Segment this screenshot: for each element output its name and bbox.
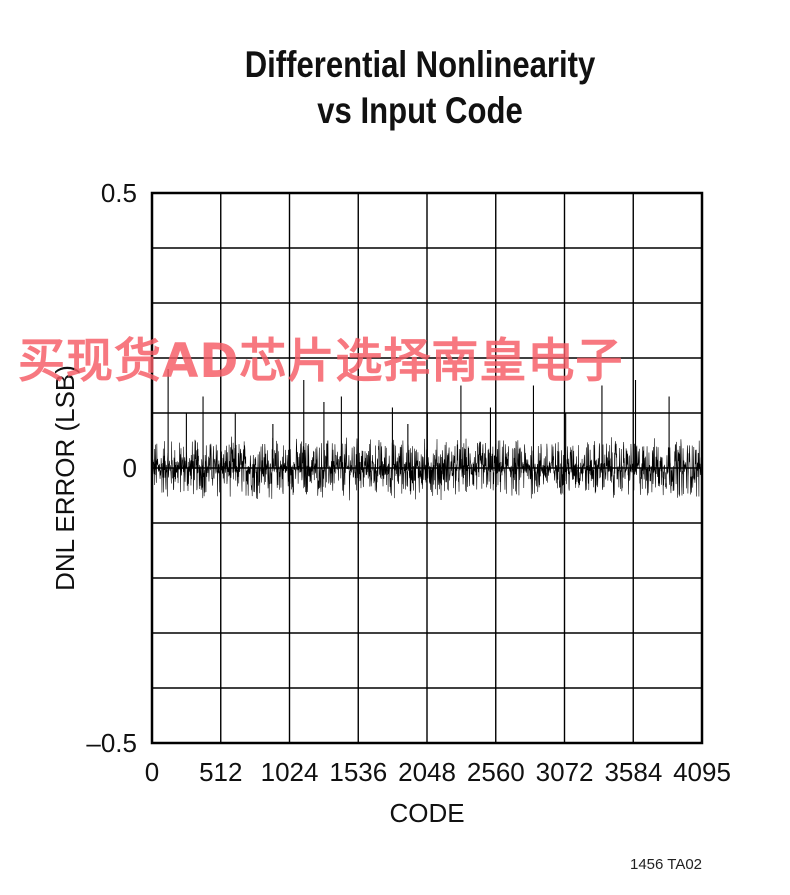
watermark-text: 买现货AD芯片选择南皇电子: [18, 334, 624, 389]
x-axis-label: CODE: [389, 798, 464, 828]
y-axis-label: DNL ERROR (LSB): [50, 365, 80, 591]
y-tick-label: 0.5: [101, 178, 137, 208]
dnl-trace: [151, 369, 703, 501]
y-tick-label: –0.5: [86, 728, 137, 758]
x-tick-labels: 0 512 1024 1536 2048 2560 3072 3584 4095: [145, 757, 731, 787]
x-tick-label: 512: [199, 757, 242, 787]
x-tick-label: 2560: [467, 757, 525, 787]
figure-code: 1456 TA02: [630, 856, 703, 873]
x-tick-label: 2048: [398, 757, 456, 787]
x-tick-label: 0: [145, 757, 159, 787]
x-tick-label: 3072: [536, 757, 594, 787]
x-tick-label: 3584: [604, 757, 662, 787]
x-tick-label: 4095: [673, 757, 731, 787]
x-tick-label: 1536: [329, 757, 387, 787]
chart-title-line-1: Differential Nonlinearity: [244, 44, 596, 85]
x-tick-label: 1024: [261, 757, 319, 787]
plot-frame: [150, 191, 704, 745]
chart-title-line-2: vs Input Code: [317, 90, 523, 131]
y-tick-labels: –0.5 0 0.5: [86, 178, 137, 758]
y-tick-label: 0: [123, 453, 137, 483]
